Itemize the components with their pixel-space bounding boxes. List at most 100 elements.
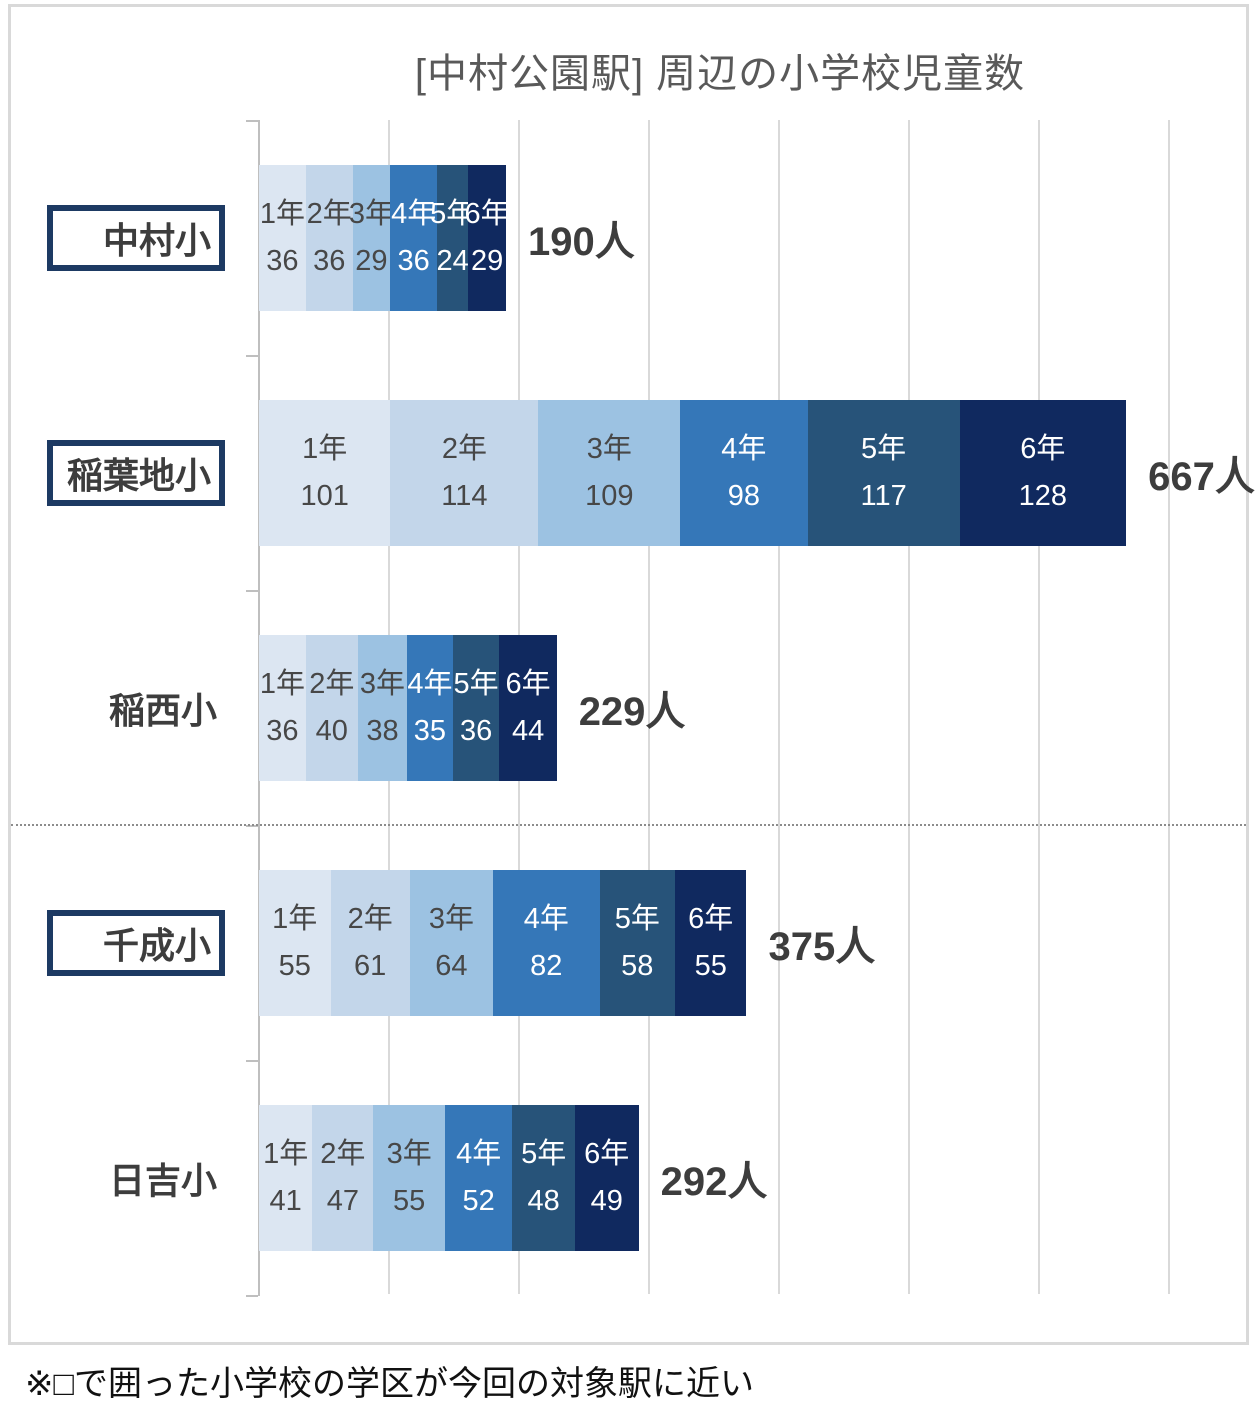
- bar-segment: 6年 49: [574, 1104, 639, 1251]
- total-label: 667人: [1148, 454, 1255, 499]
- segment-grade-label: 6年: [688, 903, 734, 935]
- stacked-bar: 1年 101 2年 114 3年 109 4年 98 5年 117 6年 128: [259, 399, 1127, 546]
- segment-grade-label: 6年: [464, 198, 510, 230]
- bar-segment: 6年 44: [499, 634, 557, 781]
- segment-value-label: 44: [511, 715, 545, 747]
- segment-grade-label: 3年: [428, 903, 474, 935]
- segment-grade-label: 5年: [614, 903, 660, 935]
- segment-grade-label: 2年: [320, 1138, 366, 1170]
- segment-grade-label: 4年: [391, 198, 437, 230]
- bar-segment: 5年 48: [512, 1104, 575, 1251]
- axis-tick: [246, 120, 258, 122]
- segment-grade-label: 4年: [721, 433, 767, 465]
- total-label: 190人: [528, 219, 635, 264]
- segment-value-label: 55: [694, 950, 727, 982]
- segment-grade-label: 3年: [586, 433, 632, 465]
- x-gridline: [1168, 120, 1170, 1294]
- bar-segment: 6年 29: [465, 164, 510, 311]
- segment-grade-label: 1年: [272, 903, 318, 935]
- bar-segment: 4年 82: [492, 869, 600, 1016]
- bar-segment: 1年 101: [259, 399, 391, 546]
- segment-grade-label: 4年: [456, 1138, 502, 1170]
- bar-segment: 3年 109: [538, 399, 681, 546]
- bar-segment: 5年 117: [807, 399, 960, 546]
- segment-value-label: 98: [727, 480, 760, 512]
- segment-grade-label: 6年: [1020, 433, 1066, 465]
- bar-segment: 5年 24: [430, 164, 475, 311]
- total-label: 292人: [660, 1159, 768, 1204]
- x-gridline: [648, 120, 650, 1294]
- segment-value-label: 55: [393, 1185, 426, 1217]
- axis-tick: [246, 825, 258, 827]
- stacked-bar: 1年 36 2年 40 3年 38 4年 35 5年 36 6年 44: [259, 634, 557, 781]
- axis-tick: [246, 590, 258, 592]
- bar-segment: 6年 128: [959, 399, 1127, 546]
- stacked-bar: 1年 41 2年 47 3年 55 4年 52 5年 48 6年 49: [259, 1104, 639, 1251]
- segment-value-label: 38: [366, 715, 399, 747]
- segment-grade-label: 1年: [302, 433, 348, 465]
- bar-segment: 1年 36: [259, 634, 306, 781]
- segment-value-label: 58: [621, 950, 654, 982]
- segment-grade-label: 2年: [306, 198, 352, 230]
- category-separator-dotted-line: [11, 824, 1246, 826]
- segment-value-label: 64: [435, 950, 468, 982]
- segment-value-label: 48: [527, 1185, 560, 1217]
- segment-value-label: 36: [459, 715, 493, 747]
- segment-value-label: 29: [470, 245, 504, 277]
- segment-value-label: 52: [462, 1185, 495, 1217]
- segment-grade-label: 1年: [263, 1138, 309, 1170]
- bar-segment: 3年 64: [409, 869, 493, 1016]
- bar-segment: 5年 36: [452, 634, 500, 781]
- segment-grade-label: 1年: [259, 198, 305, 230]
- school-label: 稲西小: [108, 689, 217, 731]
- segment-grade-label: 4年: [407, 668, 453, 700]
- segment-value-label: 47: [326, 1185, 359, 1217]
- segment-grade-label: 2年: [347, 903, 393, 935]
- bar-segment: 3年 29: [349, 164, 394, 311]
- bar-segment: 6年 55: [674, 869, 747, 1016]
- bar-segment: 3年 55: [373, 1104, 445, 1251]
- segment-value-label: 36: [397, 245, 430, 277]
- segment-value-label: 35: [413, 715, 447, 747]
- stacked-bar: 1年 55 2年 61 3年 64 4年 82 5年 58 6年 55: [259, 869, 747, 1016]
- segment-value-label: 82: [530, 950, 563, 982]
- axis-tick: [246, 355, 258, 357]
- bar-segment: 2年 114: [390, 399, 539, 546]
- segment-grade-label: 3年: [386, 1138, 432, 1170]
- segment-grade-label: 5年: [861, 433, 907, 465]
- bar-segment: 1年 55: [259, 869, 331, 1016]
- segment-value-label: 55: [278, 950, 311, 982]
- x-gridline: [1038, 120, 1040, 1294]
- segment-value-label: 117: [860, 480, 907, 512]
- bar-segment: 4年 36: [390, 164, 438, 311]
- bar-segment: 4年 52: [444, 1104, 513, 1251]
- bar-segment: 1年 36: [259, 164, 306, 311]
- segment-value-label: 36: [266, 715, 299, 747]
- total-label: 375人: [768, 924, 876, 969]
- school-label-box: 稲葉地小: [47, 439, 225, 506]
- total-label: 229人: [578, 689, 686, 734]
- segment-grade-label: 6年: [505, 668, 551, 700]
- segment-grade-label: 5年: [430, 198, 476, 230]
- segment-value-label: 41: [269, 1185, 302, 1217]
- segment-grade-label: 1年: [259, 668, 305, 700]
- stacked-bar: 1年 36 2年 36 3年 29 4年 36 5年 24 6年 29: [259, 164, 510, 311]
- segment-value-label: 24: [436, 245, 469, 277]
- segment-value-label: 36: [313, 245, 346, 277]
- segment-grade-label: 4年: [523, 903, 569, 935]
- segment-value-label: 61: [354, 950, 387, 982]
- segment-grade-label: 3年: [348, 198, 395, 230]
- bar-segment: 2年 47: [312, 1104, 374, 1251]
- segment-value-label: 128: [1018, 480, 1068, 512]
- bar-segment: 3年 38: [357, 634, 408, 781]
- segment-grade-label: 3年: [359, 668, 406, 700]
- segment-value-label: 101: [300, 480, 349, 512]
- bar-segment: 2年 40: [305, 634, 358, 781]
- segment-value-label: 109: [585, 480, 634, 512]
- bar-segment: 2年 36: [305, 164, 353, 311]
- segment-value-label: 114: [441, 480, 488, 512]
- segment-grade-label: 5年: [453, 668, 499, 700]
- x-gridline: [908, 120, 910, 1294]
- segment-grade-label: 2年: [309, 668, 355, 700]
